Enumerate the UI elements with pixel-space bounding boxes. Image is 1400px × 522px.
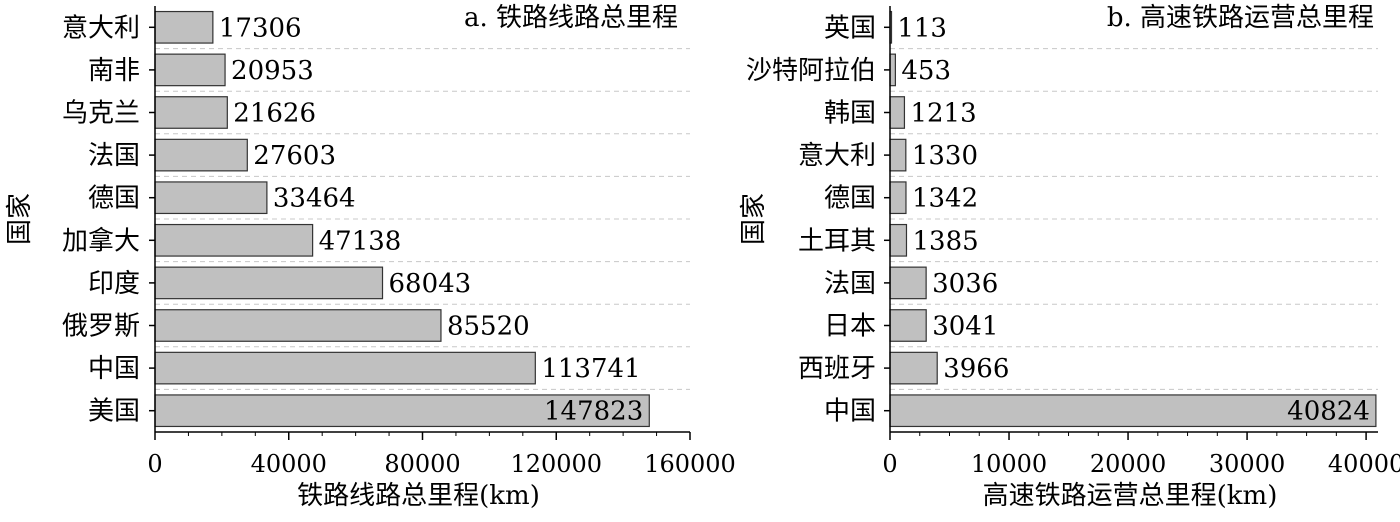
y-axis-label: 国家 (739, 193, 769, 245)
x-tick-label: 80000 (384, 450, 460, 478)
bar-8 (154, 351, 536, 385)
bar-4 (889, 181, 907, 215)
bar-0 (154, 10, 214, 44)
x-axis-label: 铁路线路总里程(km) (297, 481, 540, 511)
panel-b: 英国 113 沙特阿拉伯 453 韩国 1213 意大利 1330 德国 1342 土耳其 1385 法… (739, 3, 1400, 511)
x-axis-label: 高速铁路运营总里程(km) (983, 481, 1278, 511)
value-label: 1213 (910, 99, 976, 129)
value-label: 1342 (912, 184, 978, 214)
value-label: 33464 (273, 184, 356, 214)
category-label: 乌克兰 (62, 99, 140, 129)
category-label: 中国 (824, 397, 876, 427)
panel-title: a. 铁路线路总里程 (464, 3, 678, 33)
category-label: 印度 (88, 269, 140, 299)
category-label: 日本 (824, 312, 876, 342)
category-label: 俄罗斯 (62, 312, 140, 342)
panel-a: 意大利 17306 南非 20953 乌克兰 21626 法国 27603 德国 33464 加拿大… (5, 3, 736, 511)
category-label: 德国 (88, 184, 140, 214)
y-axis-label: 国家 (5, 193, 35, 245)
category-label: 意大利 (62, 13, 140, 43)
x-tick-label: 160000 (644, 450, 736, 478)
bar-1 (154, 53, 226, 87)
value-label: 453 (901, 56, 951, 86)
value-label: 3036 (932, 269, 998, 299)
bar-5 (154, 223, 314, 257)
category-label: 南非 (88, 56, 140, 86)
value-label: 113741 (541, 354, 640, 384)
category-label: 意大利 (798, 141, 876, 171)
bar-4 (154, 181, 268, 215)
bar-5 (889, 223, 908, 257)
category-label: 法国 (88, 141, 140, 171)
category-label: 英国 (824, 13, 876, 43)
value-label: 1330 (912, 141, 978, 171)
value-label: 17306 (219, 13, 302, 43)
bar-8 (889, 351, 938, 385)
x-tick-label: 120000 (510, 450, 602, 478)
value-label: 47138 (319, 226, 402, 256)
category-label: 韩国 (824, 99, 876, 129)
bar-3 (889, 138, 907, 172)
value-label: 27603 (253, 141, 336, 171)
value-label: 85520 (447, 312, 530, 342)
bar-1 (889, 53, 896, 87)
bar-2 (889, 96, 906, 129)
bar-3 (154, 138, 248, 172)
category-label: 美国 (88, 397, 140, 427)
value-label: 1385 (912, 226, 978, 256)
x-tick-label: 30000 (1209, 450, 1285, 478)
value-label: 113 (897, 13, 947, 43)
panel-title: b. 高速铁路运营总里程 (1107, 3, 1374, 33)
category-label: 加拿大 (62, 226, 140, 256)
bar-9 (889, 394, 1377, 428)
category-label: 中国 (88, 354, 140, 384)
value-label: 21626 (233, 99, 316, 129)
category-label: 德国 (824, 184, 876, 214)
category-label: 法国 (824, 269, 876, 299)
value-label: 3041 (932, 312, 998, 342)
bar-9 (154, 394, 650, 428)
category-label: 西班牙 (798, 354, 876, 384)
x-tick-label: 0 (147, 450, 162, 478)
category-label: 土耳其 (798, 226, 876, 256)
bar-7 (154, 309, 442, 342)
bar-6 (889, 266, 927, 300)
value-label: 147823 (544, 397, 643, 427)
value-label: 20953 (231, 56, 314, 86)
x-tick-label: 40000 (1328, 450, 1400, 478)
bar-2 (154, 96, 228, 129)
value-label: 3966 (943, 354, 1009, 384)
bar-6 (154, 266, 384, 300)
x-tick-label: 0 (882, 450, 897, 478)
x-tick-label: 40000 (251, 450, 327, 478)
x-tick-label: 20000 (1090, 450, 1166, 478)
category-label: 沙特阿拉伯 (746, 56, 876, 86)
value-label: 40824 (1287, 397, 1370, 427)
value-label: 68043 (389, 269, 472, 299)
bar-7 (889, 309, 927, 342)
x-tick-label: 10000 (971, 450, 1047, 478)
